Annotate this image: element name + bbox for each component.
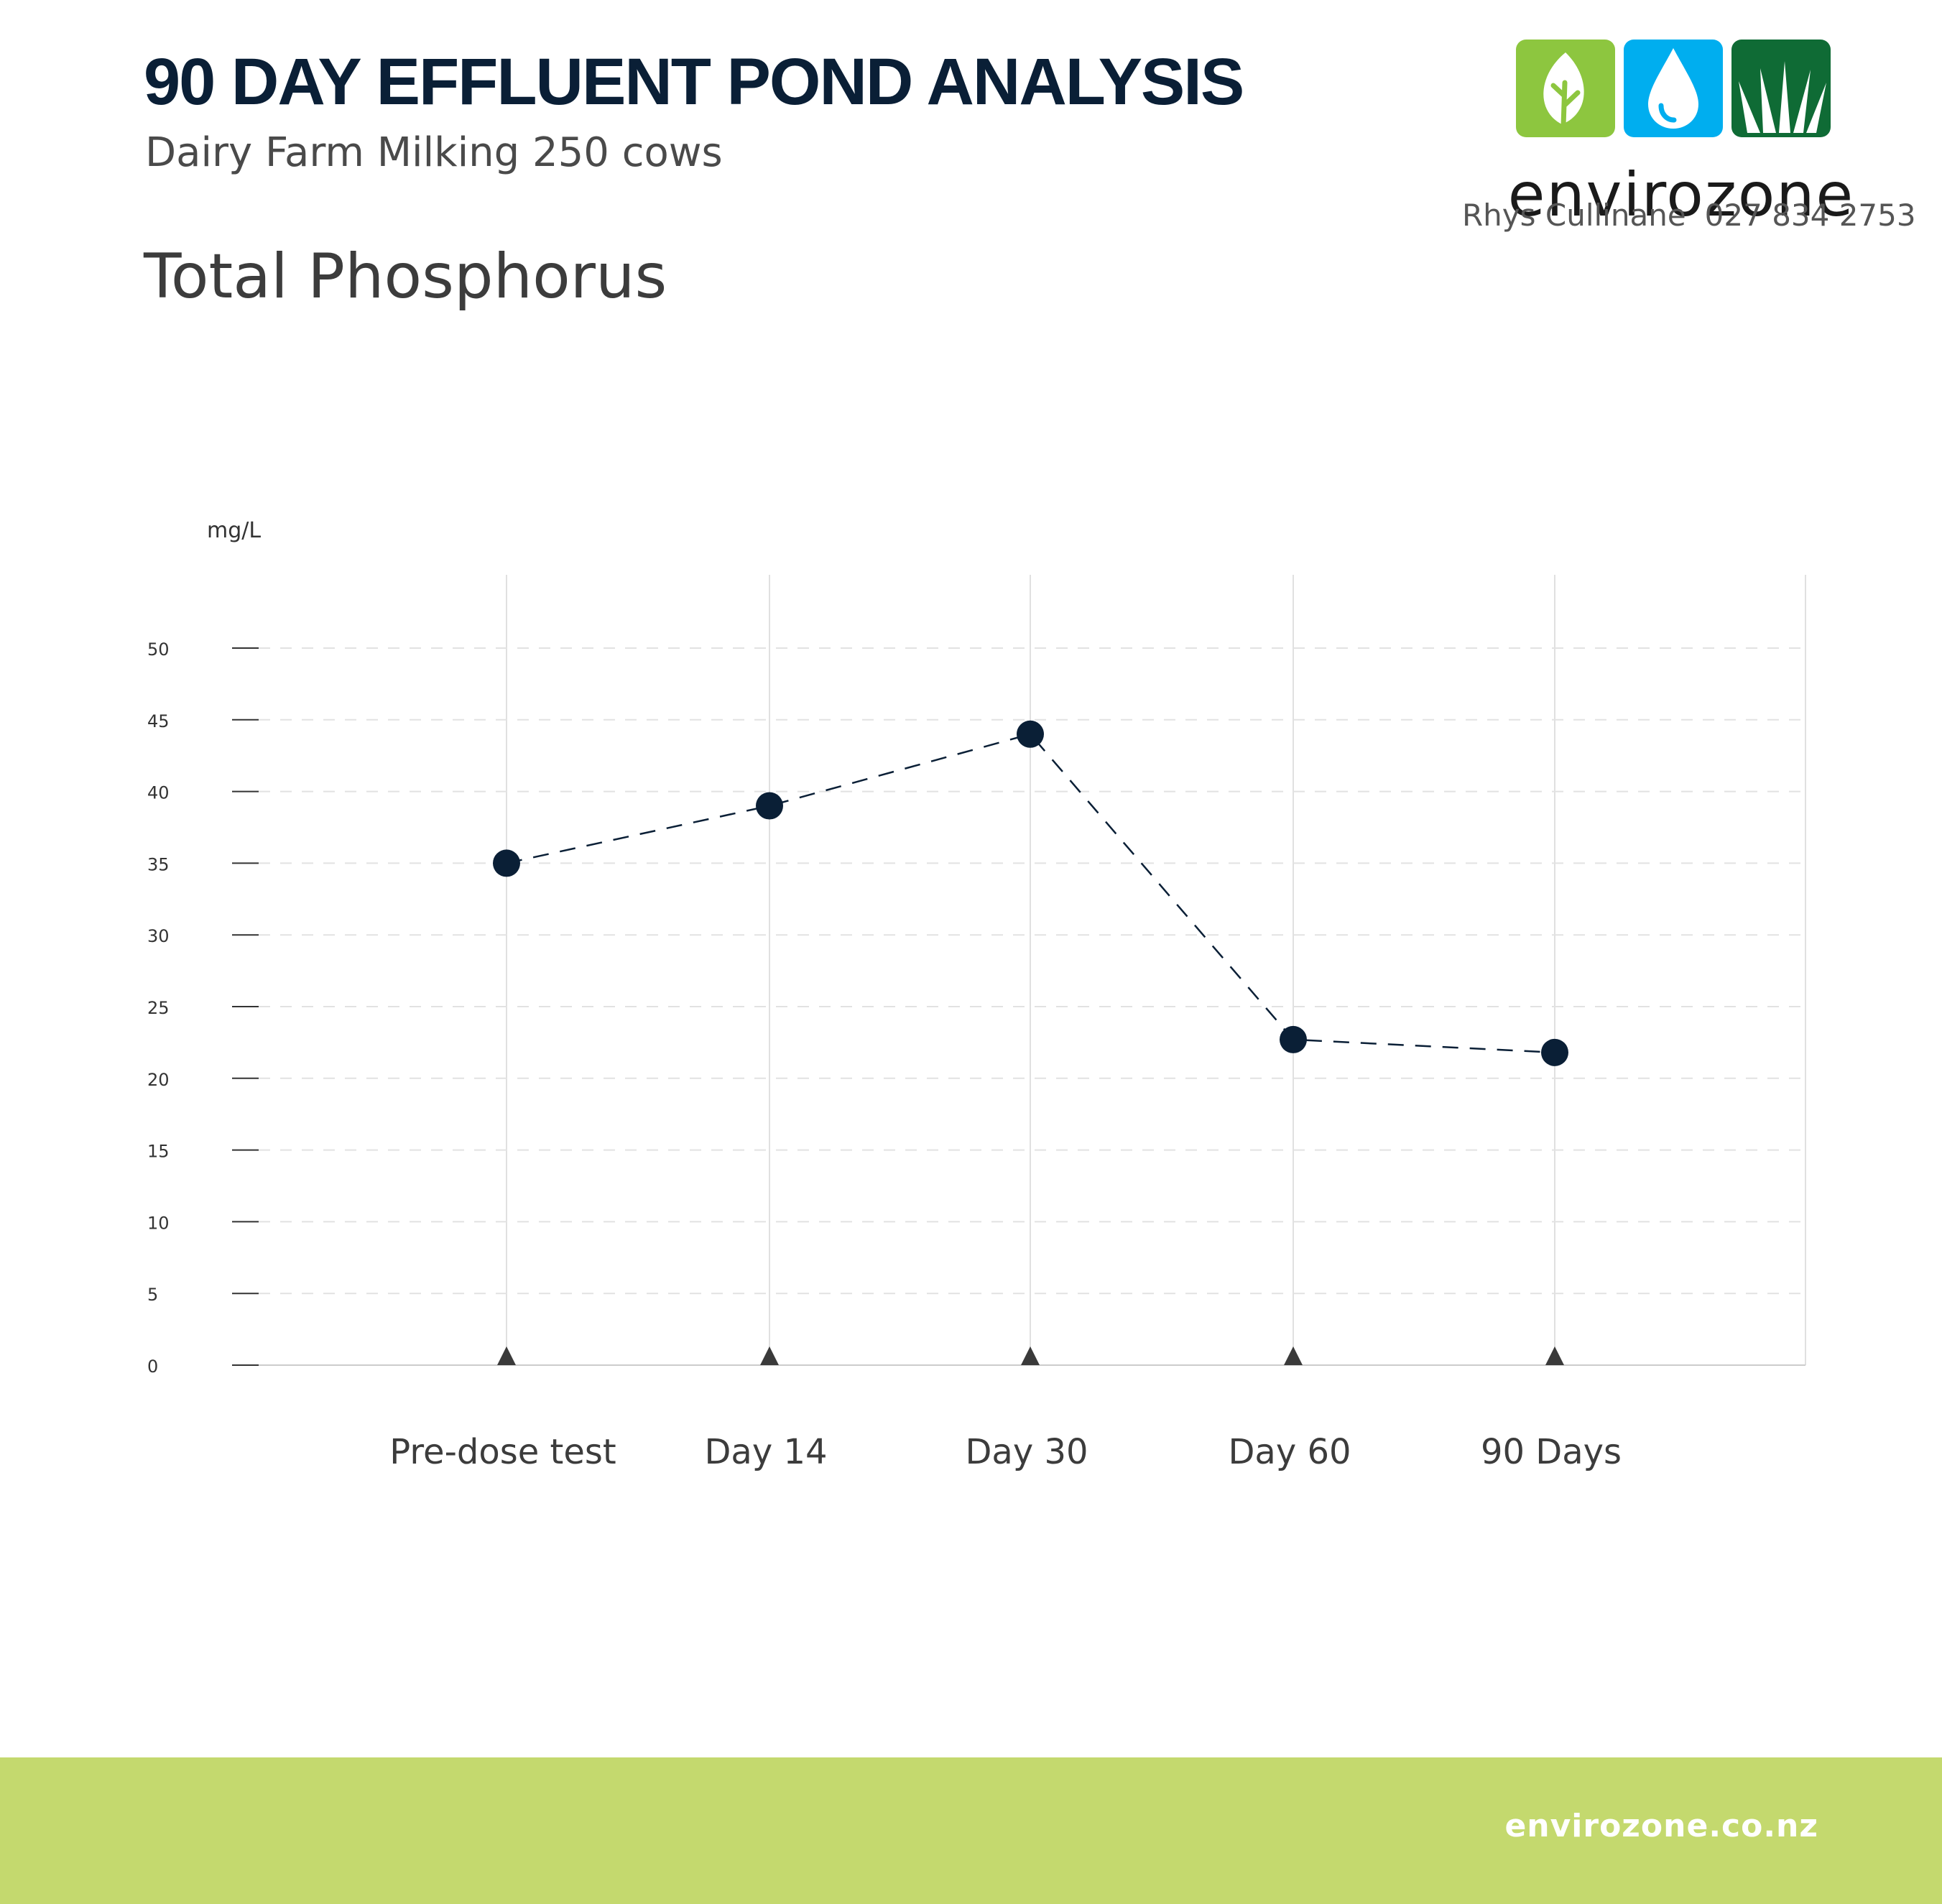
x-tick-label: Pre-dose test [389,1432,616,1472]
data-point [1541,1038,1568,1066]
x-tick-label: Day 60 [1228,1432,1351,1472]
data-point [493,849,520,877]
website-link[interactable]: envirozone.co.nz [1504,1808,1818,1844]
data-point [1280,1025,1307,1053]
page-title: 90 DAY EFFLUENT POND ANALYSIS [144,45,1244,119]
leaf-icon [1516,40,1615,137]
svg-text:envirozone: envirozone [1508,160,1854,230]
x-tick-triangle [760,1346,779,1365]
envirozone-wordmark: envirozone [1508,160,1854,230]
x-tick-triangle [1284,1346,1303,1365]
chart-title: Total Phosphorus [144,241,667,313]
series-line [506,733,1555,1054]
data-point [756,792,783,820]
x-tick-triangle [497,1346,516,1365]
water-drop-icon [1624,40,1723,137]
y-tick-label: 35 [147,854,170,874]
y-tick-label: 0 [147,1357,158,1377]
page-subtitle: Dairy Farm Milking 250 cows [145,129,723,176]
x-tick-label: Day 30 [965,1432,1088,1472]
x-tick-label: 90 Days [1481,1432,1622,1472]
y-tick-label: 45 [147,711,170,731]
y-tick-label: 25 [147,998,170,1018]
contact-name: Rhys Cullinane [1462,198,1686,233]
footer-bar: envirozone.co.nz [0,1757,1942,1904]
y-tick-label: 20 [147,1070,170,1090]
y-tick-label: 10 [147,1213,170,1233]
contact-phone: 027 834 2753 [1704,198,1916,233]
y-tick-label: 5 [147,1285,158,1305]
x-tick-triangle [1545,1346,1564,1365]
x-tick-triangle [1021,1346,1040,1365]
y-tick-label: 15 [147,1142,170,1162]
phosphorus-line-chart: mg/L 0 5 10 15 20 25 30 35 40 45 50 Pre-dose test D… [147,518,1806,1472]
y-tick-label: 50 [147,639,170,660]
x-tick-label: Day 14 [704,1432,827,1472]
data-point [1017,720,1044,748]
y-tick-label: 30 [147,926,170,946]
y-axis-label: mg/L [207,518,261,543]
grass-icon [1731,40,1831,137]
envirozone-logo: envirozone [1466,40,1897,248]
y-tick-label: 40 [147,783,170,803]
contact-info: Rhys Cullinane 027 834 2753 [1462,198,1916,233]
